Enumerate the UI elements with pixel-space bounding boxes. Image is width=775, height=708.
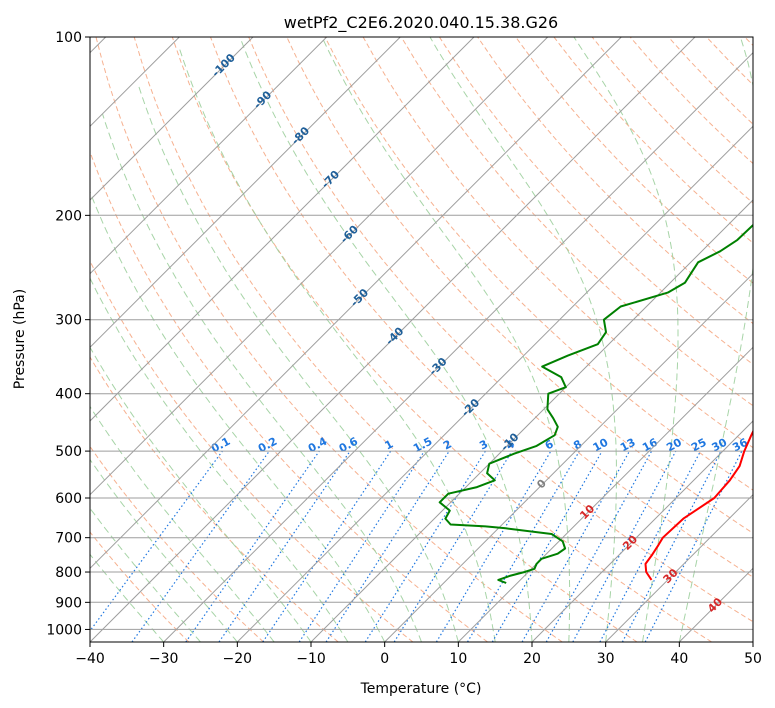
isotherm	[605, 493, 753, 642]
dry-adiabat	[171, 37, 712, 642]
mixing-ratio-line	[393, 450, 513, 642]
x-tick-label: 20	[523, 651, 541, 667]
moist-adiabat	[678, 37, 753, 642]
dry-adiabat	[438, 37, 753, 366]
y-tick-label: 300	[55, 313, 82, 329]
y-tick-label: 100	[55, 30, 82, 46]
temperature-profile	[644, 429, 753, 581]
moist-adiabat	[90, 458, 238, 642]
dry-adiabat	[95, 37, 563, 642]
isotherm	[236, 125, 753, 642]
profiles	[438, 223, 753, 584]
isotherm	[163, 51, 753, 642]
y-tick-label: 600	[55, 491, 82, 507]
mixing-ratio-label: 10	[591, 436, 611, 455]
y-tick-label: 200	[55, 208, 82, 224]
x-axis-label: Temperature (°C)	[360, 681, 482, 697]
y-tick-label: 800	[55, 565, 82, 581]
dry-adiabat	[90, 356, 339, 642]
mixing-ratio-label: 20	[664, 436, 684, 455]
isotherm	[90, 37, 254, 201]
dry-adiabat	[400, 37, 753, 407]
mixing-ratio-line	[521, 450, 631, 642]
isotherm	[90, 37, 401, 349]
axes: −40 −30 −20 −10 0 10 20 30 40 50 100 200 300 400 500 60…	[46, 30, 762, 667]
dry-adiabat	[210, 37, 753, 623]
mixing-ratio-label: 16	[640, 436, 660, 455]
isotherm	[384, 272, 753, 642]
mixing-ratio-line	[572, 450, 677, 642]
dry-adiabat	[90, 150, 488, 642]
isotherm	[90, 37, 475, 422]
dry-adiabat	[324, 37, 753, 491]
isotherm	[457, 346, 753, 642]
plot-frame	[89, 36, 754, 643]
x-tick-label: −20	[223, 651, 253, 667]
x-tick-label: −40	[75, 651, 105, 667]
isotherm	[90, 37, 622, 570]
mixing-ratio-line	[466, 450, 580, 642]
moist-adiabat	[179, 49, 496, 642]
moist-adiabat	[102, 114, 422, 642]
moist-adiabat	[90, 553, 165, 642]
dry-adiabat	[515, 37, 753, 284]
moist-adiabat	[573, 37, 679, 642]
y-tick-label: 1000	[46, 622, 82, 638]
y-axis-label: Pressure (hPa)	[12, 289, 28, 389]
moist-adiabat	[429, 37, 617, 642]
x-tick-label: 10	[449, 651, 467, 667]
isotherm	[531, 420, 753, 642]
mixing-ratio-line	[185, 450, 320, 642]
isotherms	[90, 37, 753, 642]
isotherm	[90, 37, 549, 496]
isotherm	[90, 37, 696, 642]
moist-adiabat	[90, 346, 312, 642]
mixing-ratio-line	[435, 450, 552, 642]
chart-title: wetPf2_C2E6.2020.040.15.38.G26	[284, 13, 558, 33]
mixing-ratio-line	[218, 450, 351, 642]
dry-adiabat	[248, 37, 753, 578]
x-tick-label: −30	[149, 651, 179, 667]
moist-adiabat	[239, 37, 533, 642]
mixing-ratio-line	[491, 450, 603, 642]
y-tick-label: 500	[55, 444, 82, 460]
x-tick-label: 50	[744, 651, 762, 667]
y-tick-label: 400	[55, 387, 82, 403]
y-tick-label: 700	[55, 531, 82, 547]
moist-adiabat	[90, 507, 201, 642]
mixing-ratio-label: 25	[689, 436, 709, 455]
dry-adiabat	[90, 445, 264, 642]
mixing-ratio-label: 13	[618, 436, 638, 455]
x-tick-label: 40	[670, 651, 688, 667]
mixing-ratio-line	[325, 450, 450, 642]
dry-adiabat	[90, 531, 190, 642]
y-tick-label: 900	[55, 595, 82, 611]
mixing-ratio-line	[364, 450, 486, 642]
moist-adiabat	[321, 37, 571, 642]
dry-adiabat	[133, 37, 638, 642]
x-tick-label: 30	[597, 651, 615, 667]
dewpoint-profile	[438, 223, 753, 584]
moist-adiabat	[90, 277, 349, 642]
moist-adiabat	[137, 83, 459, 642]
x-tick-label: 0	[380, 651, 389, 667]
isotherm	[90, 37, 328, 275]
isotherm	[310, 199, 753, 642]
x-tick-label: −10	[296, 651, 326, 667]
isobars	[90, 37, 753, 630]
